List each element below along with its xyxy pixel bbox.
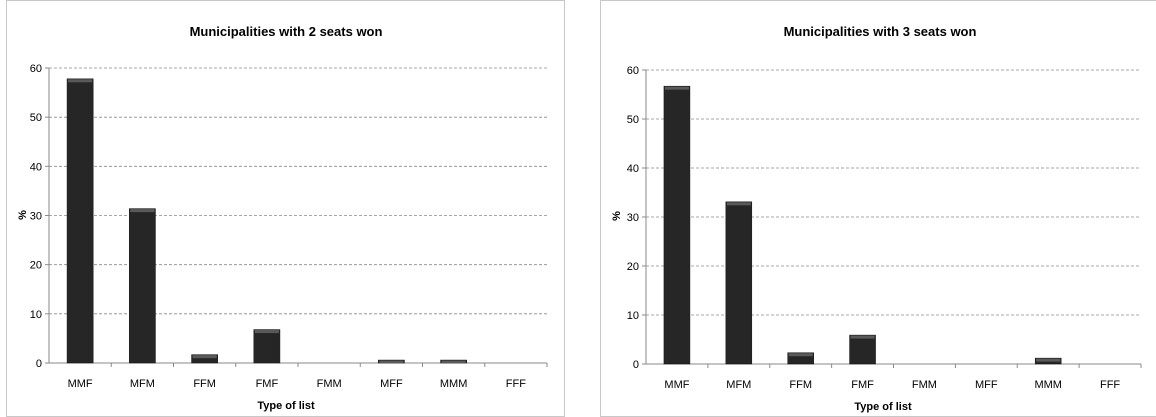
x-tick-label: MMF	[68, 378, 93, 390]
x-tick-label: MFM	[130, 378, 155, 390]
chart-svg-2-seats: Municipalities with 2 seats won Type of …	[6, 0, 565, 417]
bar-cap-mmm	[441, 360, 466, 363]
bar-cap-mmf	[664, 86, 689, 90]
bar-mmf	[66, 78, 94, 364]
y-tick-label: 0	[633, 359, 639, 371]
y-tick-label: 40	[30, 161, 42, 173]
bar-ffm	[191, 354, 218, 364]
x-tick-label: MMM	[1034, 379, 1062, 391]
x-tick-label: FMM	[317, 378, 342, 390]
chart-frame	[6, 0, 565, 417]
plot-area: 0 10 20 30 40 50 60 MMF MFM FFM FMF FMM MFF MMM FFF	[627, 65, 1142, 391]
y-axis-title: %	[17, 210, 29, 220]
bar-mfm	[129, 208, 156, 364]
x-tick-label: MFF	[380, 378, 403, 390]
bar-cap-mfm	[130, 209, 155, 213]
y-tick-label: 20	[627, 261, 639, 273]
x-tick-label: FFF	[1100, 379, 1120, 391]
bar-fmf	[849, 334, 876, 365]
x-tick-label: FFM	[789, 379, 812, 391]
bar-cap-ffm	[192, 355, 217, 359]
y-axis-title: %	[611, 211, 623, 221]
x-tick-label: FFM	[193, 378, 216, 390]
bar-cap-mfm	[726, 202, 751, 206]
y-tick-label: 50	[30, 112, 42, 124]
x-tick-label: MMM	[440, 378, 468, 390]
y-tick-label: 30	[30, 211, 42, 223]
bar-cap-fmf	[850, 335, 875, 339]
x-tick-label: FFF	[506, 378, 526, 390]
x-axis-title: Type of list	[257, 400, 315, 412]
y-tick-label: 30	[627, 212, 639, 224]
x-axis-title: Type of list	[854, 401, 912, 413]
y-tick-label: 50	[627, 114, 639, 126]
bar-fmf	[253, 329, 281, 364]
x-tick-label: FMF	[256, 378, 279, 390]
plot-area: 0 10 20 30 40 50 60 MMF MFM FFM FMF FMM MFF MMM FFF	[30, 63, 548, 390]
x-tick-label: MFM	[726, 379, 751, 391]
chart-title: Municipalities with 3 seats won	[784, 24, 977, 39]
x-tick-label: MMF	[664, 379, 689, 391]
bar-ffm	[787, 352, 814, 365]
bar-mmf	[663, 85, 691, 365]
chart-svg-3-seats: Municipalities with 3 seats won Type of …	[600, 0, 1156, 417]
y-tick-label: 60	[627, 65, 639, 77]
y-tick-label: 60	[30, 63, 42, 75]
bar-mfm	[725, 201, 753, 365]
y-tick-label: 20	[30, 260, 42, 272]
x-tick-label: FMM	[912, 379, 937, 391]
x-tick-label: MFF	[975, 379, 998, 391]
y-tick-label: 10	[30, 309, 42, 321]
chart-title: Municipalities with 2 seats won	[190, 24, 383, 39]
bar-cap-mmm	[1036, 358, 1061, 362]
x-tick-label: FMF	[851, 379, 874, 391]
chart-panel-2-seats: Municipalities with 2 seats won Type of …	[6, 0, 566, 417]
bar-cap-mmf	[68, 79, 93, 83]
bar-cap-mff	[379, 360, 404, 363]
y-tick-label: 10	[627, 310, 639, 322]
y-tick-label: 0	[36, 358, 42, 370]
y-tick-label: 40	[627, 163, 639, 175]
bar-cap-fmf	[254, 330, 279, 334]
bar-cap-ffm	[788, 353, 813, 357]
chart-panel-3-seats: Municipalities with 3 seats won Type of …	[600, 0, 1156, 417]
